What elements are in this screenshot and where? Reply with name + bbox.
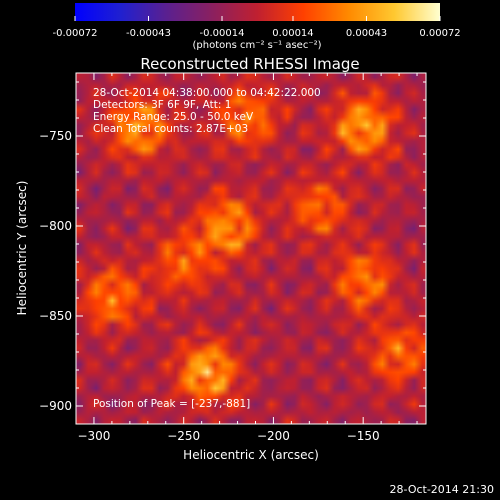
x-axis-label: Heliocentric X (arcsec) (183, 448, 319, 462)
colorbar-tick-label: 0.00072 (419, 28, 460, 39)
colorbar-tick-label: -0.00072 (53, 28, 98, 39)
x-tick-label: −250 (167, 429, 200, 443)
heatmap-image (76, 73, 426, 424)
colorbar-tick-label: 0.00043 (346, 28, 387, 39)
y-tick-label: −800 (39, 219, 72, 233)
y-tick-label: −750 (39, 129, 72, 143)
colorbar: -0.00072 -0.00043 -0.00014 0.00014 0.00043 0.… (0, 0, 500, 60)
colorbar-gradient (75, 3, 440, 21)
annotation-time: 28-Oct-2014 04:38:00.000 to 04:42:22.000 (93, 87, 321, 99)
footer-timestamp: 28-Oct-2014 21:30 (389, 483, 494, 496)
annotation-peak: Position of Peak = [-237,-881] (93, 398, 250, 410)
rhessi-plot: Reconstructed RHESSI Image −300 −250 −200 −… (0, 52, 500, 472)
x-tick-label: −200 (257, 429, 290, 443)
annotation-clean: Clean Total counts: 2.87E+03 (93, 123, 248, 135)
x-tick-label: −150 (347, 429, 380, 443)
annotation-energy: Energy Range: 25.0 - 50.0 keV (93, 111, 254, 123)
y-tick-label: −850 (39, 309, 72, 323)
colorbar-tick-label: -0.00014 (200, 28, 245, 39)
annotation-detectors: Detectors: 3F 6F 9F, Att: 1 (93, 99, 231, 111)
chart-title: Reconstructed RHESSI Image (140, 55, 359, 73)
colorbar-tick-label: -0.00043 (126, 28, 171, 39)
y-axis-label: Heliocentric Y (arcsec) (15, 181, 29, 316)
plot-frame (75, 72, 427, 425)
y-tick-label: −900 (39, 399, 72, 413)
x-tick-label: −300 (77, 429, 110, 443)
colorbar-tick-label: 0.00014 (272, 28, 313, 39)
colorbar-units-label: (photons cm⁻² s⁻¹ asec⁻²) (192, 40, 321, 51)
